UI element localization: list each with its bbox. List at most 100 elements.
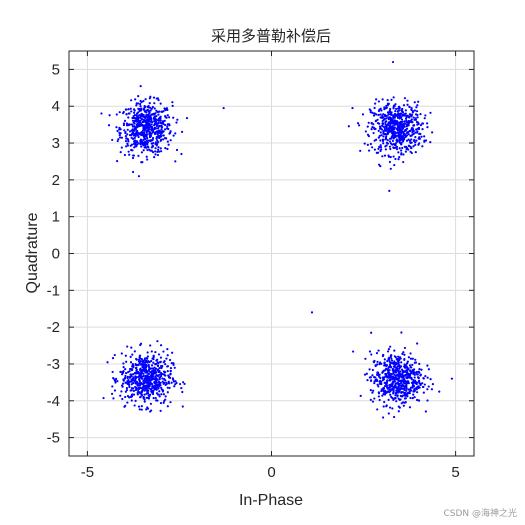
data-point [122, 382, 125, 385]
data-point [135, 386, 138, 390]
data-point [126, 142, 129, 145]
data-point [417, 121, 420, 124]
data-point [157, 110, 160, 114]
data-point [396, 389, 399, 392]
data-point [127, 378, 130, 382]
data-point [380, 124, 384, 128]
data-point [151, 136, 155, 140]
data-point [398, 122, 402, 125]
data-point [386, 350, 390, 353]
data-point [142, 372, 145, 375]
data-point [148, 384, 151, 388]
data-point [420, 368, 423, 371]
data-point [139, 123, 142, 127]
data-point [429, 141, 432, 144]
data-point [154, 396, 157, 400]
data-point [160, 125, 163, 128]
data-point [112, 377, 115, 380]
data-point [404, 401, 407, 404]
data-point [410, 114, 413, 117]
data-point [127, 112, 130, 115]
data-point [143, 378, 146, 381]
data-point [394, 122, 397, 125]
data-point [154, 126, 157, 130]
data-point [146, 126, 149, 129]
data-point [377, 109, 381, 113]
data-point [140, 107, 143, 110]
data-point [153, 384, 156, 388]
data-point [145, 134, 148, 137]
data-point [144, 137, 147, 141]
data-point [411, 357, 414, 360]
data-point [371, 368, 374, 372]
data-point [155, 388, 158, 391]
data-point [431, 383, 435, 386]
data-point [144, 98, 147, 101]
data-point [116, 129, 119, 133]
data-point [124, 376, 127, 379]
data-point [137, 387, 140, 391]
data-point [145, 356, 148, 360]
data-point [155, 381, 159, 384]
data-point [149, 95, 152, 98]
data-point [393, 349, 396, 352]
data-point [141, 142, 145, 145]
data-point [147, 109, 150, 112]
data-point [374, 378, 377, 382]
data-point [403, 394, 406, 397]
data-point [405, 139, 409, 142]
data-point [128, 383, 131, 387]
data-point [392, 146, 396, 150]
data-point [125, 124, 129, 127]
data-point [412, 393, 415, 396]
data-point [135, 144, 138, 148]
data-point [141, 133, 145, 136]
data-point [387, 124, 390, 127]
data-point [404, 397, 407, 400]
data-point [126, 137, 129, 141]
data-point [395, 400, 398, 403]
data-point [152, 96, 156, 99]
data-point [160, 393, 163, 396]
data-point [414, 358, 417, 361]
data-point [378, 382, 381, 385]
data-point [140, 117, 143, 120]
data-point [393, 369, 396, 372]
data-point [379, 127, 382, 130]
data-point [393, 119, 396, 122]
data-point [408, 390, 411, 393]
data-point [115, 126, 118, 129]
data-point [124, 395, 127, 399]
data-point [141, 360, 144, 363]
data-point [129, 355, 132, 358]
data-point [124, 390, 127, 393]
data-point [397, 410, 400, 413]
data-point [391, 378, 394, 381]
data-point [117, 138, 120, 141]
data-point [416, 116, 419, 119]
data-point [143, 370, 147, 373]
data-point [430, 388, 434, 391]
data-point [397, 355, 400, 358]
data-point [400, 109, 403, 112]
data-point [166, 125, 169, 128]
data-point [405, 132, 408, 135]
data-point [379, 145, 383, 149]
data-point [393, 378, 396, 382]
data-point [162, 401, 165, 404]
data-point [381, 388, 384, 391]
data-point [371, 146, 374, 149]
data-point [113, 353, 116, 357]
data-point [182, 381, 185, 384]
data-point [376, 383, 379, 386]
data-point [374, 102, 377, 105]
data-point [140, 140, 144, 144]
data-point [422, 391, 425, 394]
data-point [368, 350, 372, 353]
data-point [172, 134, 175, 137]
data-point [158, 377, 161, 381]
data-point [421, 145, 424, 148]
data-point [145, 142, 149, 145]
data-point [153, 102, 156, 105]
data-point [157, 364, 160, 368]
